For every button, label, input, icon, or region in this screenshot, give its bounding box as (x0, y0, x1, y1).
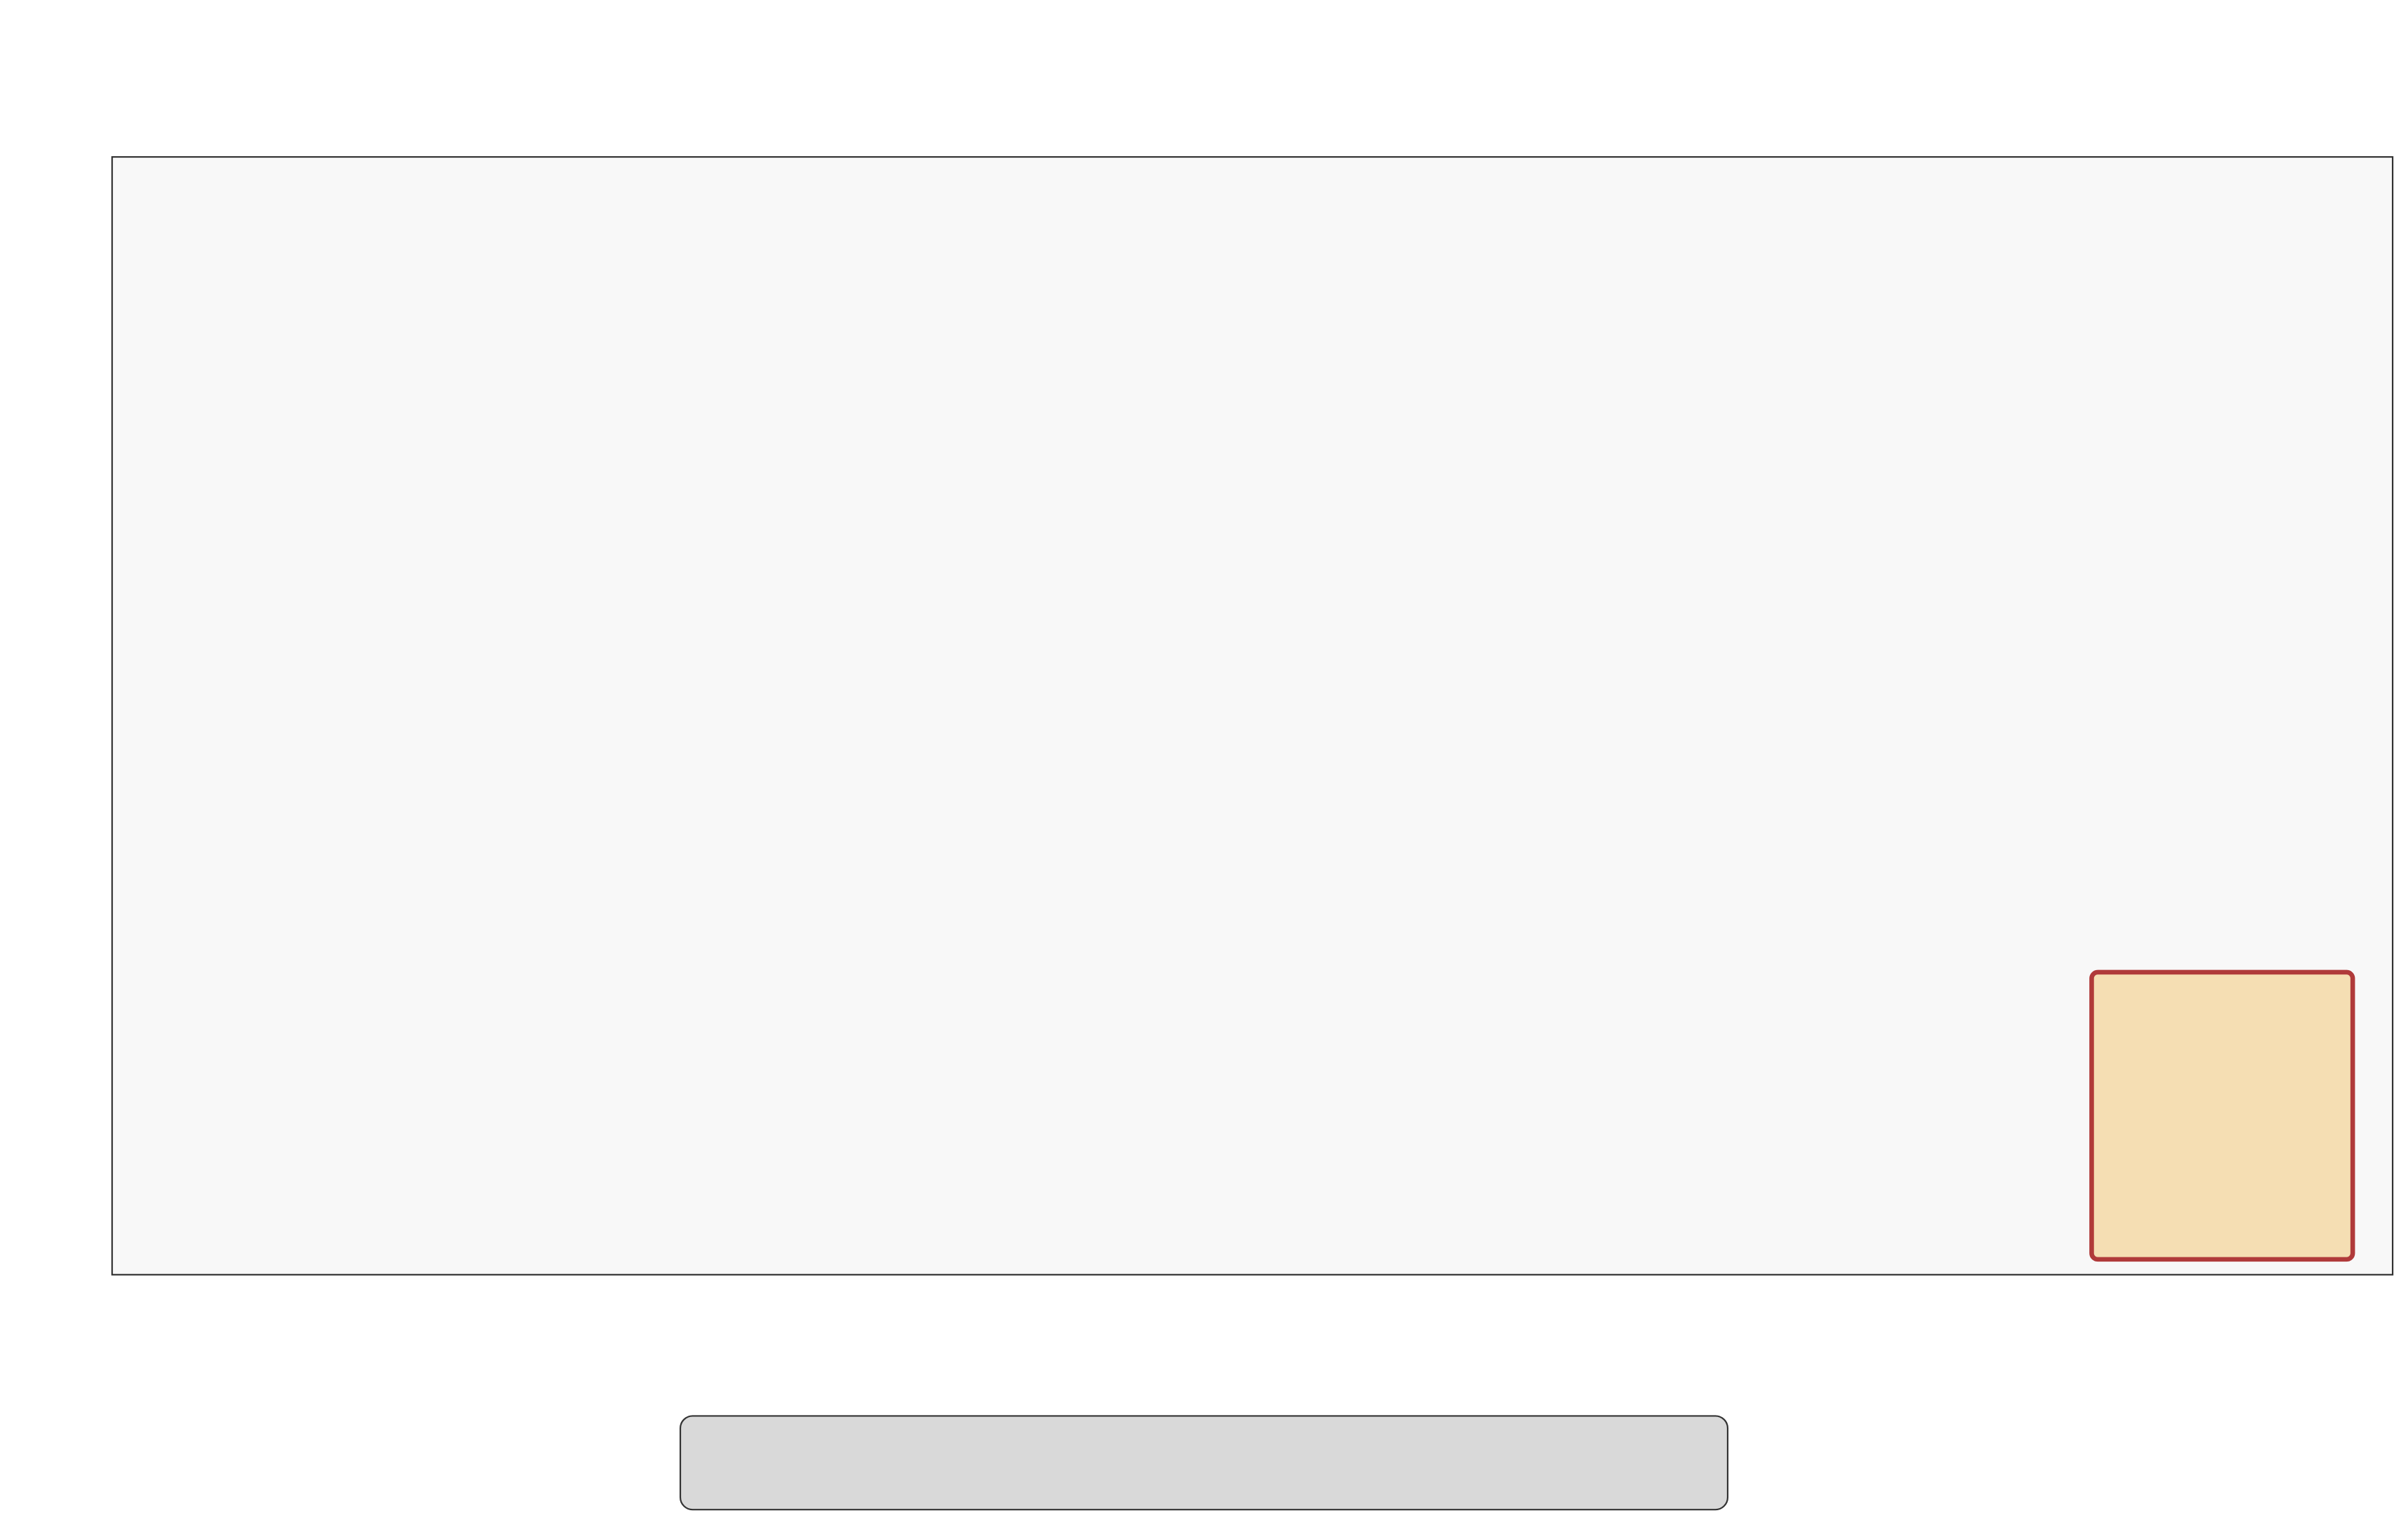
footer-box (679, 1415, 1729, 1511)
info-box (2089, 969, 2355, 1262)
plot-area (111, 156, 2394, 1276)
